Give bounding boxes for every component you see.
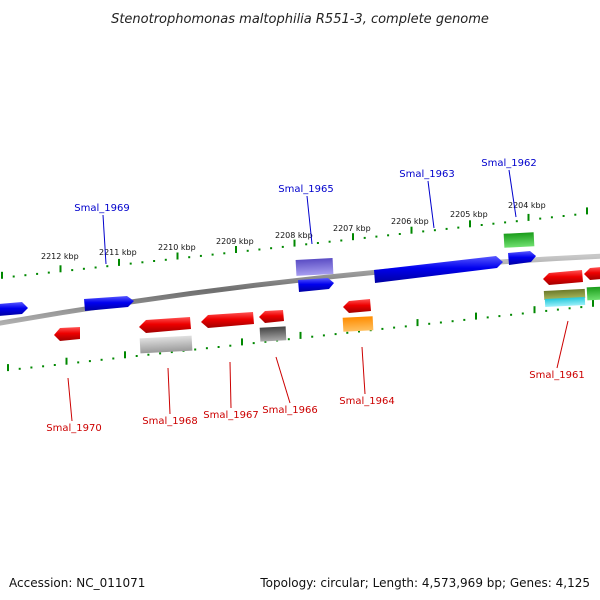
leader-smal-1970	[67, 377, 73, 422]
gene-arrow-smal-1966[interactable]	[259, 310, 284, 323]
gene-box-green-edge[interactable]	[586, 286, 600, 301]
tick-label-2205: 2205 kbp	[450, 210, 488, 219]
gene-arrow-reverse-edge[interactable]	[584, 267, 600, 280]
gene-labels: Smal_1969 Smal_1965 Smal_1963 Smal_1962 …	[46, 158, 584, 434]
forward-strand-genes	[0, 232, 536, 316]
tick-label-2206: 2206 kbp	[391, 217, 429, 226]
inner-scale	[7, 299, 594, 372]
tick-label-2209: 2209 kbp	[216, 237, 254, 246]
leader-smal-1966	[275, 356, 291, 404]
gene-arrow-forward[interactable]	[0, 302, 28, 316]
label-leader-lines	[67, 169, 569, 422]
gene-arrow-smal-1962[interactable]	[508, 251, 536, 265]
leader-smal-1964	[361, 346, 366, 395]
tick-label-2212: 2212 kbp	[41, 252, 79, 261]
leader-smal-1967	[229, 361, 232, 409]
outer-scale	[1, 207, 588, 279]
gene-arrow-smal-1963[interactable]	[374, 256, 503, 283]
gene-label-smal-1970[interactable]: Smal_1970	[46, 423, 101, 434]
leader-smal-1968	[167, 367, 171, 415]
gene-label-smal-1969[interactable]: Smal_1969	[74, 203, 129, 214]
gene-arrow-smal-1969[interactable]	[84, 296, 134, 311]
leader-smal-1965	[306, 195, 313, 245]
tick-label-2204: 2204 kbp	[508, 201, 546, 210]
gene-box-smal-1961-rna-b[interactable]	[544, 296, 586, 308]
accession-text: Accession: NC_011071	[9, 576, 146, 590]
gene-label-smal-1966[interactable]: Smal_1966	[262, 405, 317, 416]
genome-stats-text: Topology: circular; Length: 4,573,969 bp…	[260, 576, 590, 590]
tick-label-2210: 2210 kbp	[158, 243, 196, 252]
gene-arrow-smal-1967[interactable]	[201, 312, 254, 328]
gene-label-smal-1965[interactable]: Smal_1965	[278, 184, 333, 195]
leader-smal-1962	[508, 169, 517, 218]
gene-arrow-smal-1970[interactable]	[54, 327, 80, 341]
gene-box-smal-1964-rna[interactable]	[342, 316, 374, 332]
gene-arrow-smal-1968[interactable]	[139, 317, 191, 333]
gene-arrow-smal-1965[interactable]	[298, 278, 334, 292]
leader-smal-1963	[427, 180, 435, 229]
gene-label-smal-1961[interactable]: Smal_1961	[529, 370, 584, 381]
tick-label-2211: 2211 kbp	[99, 248, 137, 257]
gene-label-smal-1968[interactable]: Smal_1968	[142, 416, 197, 427]
gene-box-smal-1966-rna[interactable]	[259, 326, 287, 342]
gene-box-smal-1965-rna[interactable]	[295, 258, 334, 276]
gene-box-smal-1962-rna[interactable]	[503, 232, 535, 248]
gene-arrow-smal-1964[interactable]	[343, 299, 371, 313]
leader-smal-1969	[102, 214, 107, 265]
tick-label-2208: 2208 kbp	[275, 231, 313, 240]
gene-label-smal-1963[interactable]: Smal_1963	[399, 169, 454, 180]
gene-label-smal-1964[interactable]: Smal_1964	[339, 396, 394, 407]
gene-box-smal-1961-rna-a[interactable]	[543, 288, 586, 301]
reverse-strand-genes	[54, 267, 600, 354]
gene-label-smal-1967[interactable]: Smal_1967	[203, 410, 258, 421]
gene-box-smal-1968-rna[interactable]	[139, 335, 193, 354]
gene-arrow-smal-1961[interactable]	[543, 270, 583, 285]
gene-label-smal-1962[interactable]: Smal_1962	[481, 158, 536, 169]
leader-smal-1961	[556, 320, 569, 369]
map-title: Stenotrophomonas maltophilia R551-3, com…	[111, 12, 489, 27]
scale-tick-labels: 2212 kbp 2211 kbp 2210 kbp 2209 kbp 2208…	[41, 201, 546, 261]
tick-label-2207: 2207 kbp	[333, 224, 371, 233]
